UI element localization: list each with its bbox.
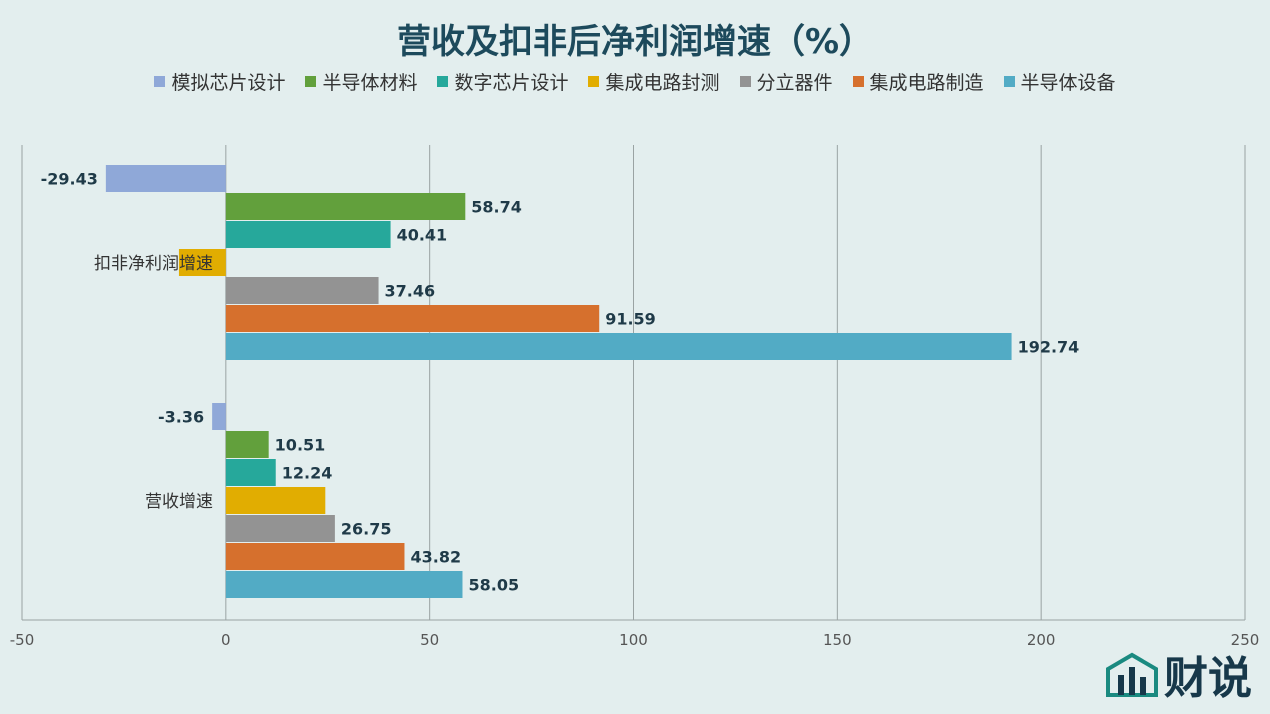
logo-icon <box>1106 652 1158 697</box>
legend: 模拟芯片设计 半导体材料 数字芯片设计 集成电路封测 分立器件 集成电路制造 半导体设备 <box>0 68 1270 95</box>
legend-swatch <box>852 76 864 87</box>
x-tick-label: 200 <box>1027 631 1056 649</box>
brand-logo: 财说 <box>1106 642 1252 706</box>
category-label: 营收增速 <box>145 492 213 512</box>
legend-label: 集成电路封测 <box>605 72 720 94</box>
legend-swatch <box>437 76 449 87</box>
x-tick-label: -50 <box>10 631 35 649</box>
bar <box>225 459 276 486</box>
bar <box>225 193 466 220</box>
data-label: 43.82 <box>410 548 461 567</box>
data-label: -29.43 <box>41 170 98 189</box>
legend-item: 半导体材料 <box>305 68 417 95</box>
data-label: 58.74 <box>471 198 522 217</box>
data-label: 12.24 <box>282 464 333 483</box>
bar <box>105 165 226 192</box>
brand-name: 财说 <box>1164 653 1252 704</box>
data-label: 37.46 <box>385 282 436 301</box>
legend-item: 集成电路制造 <box>852 68 984 95</box>
data-label: 26.75 <box>341 520 392 539</box>
x-tick-label: 250 <box>1231 631 1260 649</box>
legend-swatch <box>1003 76 1015 87</box>
legend-swatch <box>305 76 317 87</box>
data-label: 40.41 <box>397 226 448 245</box>
bar <box>225 431 269 458</box>
legend-label: 集成电路制造 <box>869 72 984 94</box>
legend-swatch <box>154 76 166 87</box>
data-label: 192.74 <box>1018 338 1080 357</box>
legend-item: 模拟芯片设计 <box>154 68 285 95</box>
category-label: 扣非净利润增速 <box>94 254 213 274</box>
bar <box>225 277 379 304</box>
bar <box>225 543 405 570</box>
bar <box>225 487 326 514</box>
legend-label: 半导体设备 <box>1020 72 1116 94</box>
data-label: -3.36 <box>158 408 204 427</box>
legend-item: 半导体设备 <box>1003 68 1116 95</box>
legend-swatch <box>588 76 600 87</box>
bar <box>225 221 391 248</box>
bar <box>212 403 226 430</box>
x-tick-label: 50 <box>420 631 439 649</box>
legend-item: 集成电路封测 <box>588 68 720 95</box>
bar <box>225 515 335 542</box>
legend-label: 分立器件 <box>756 72 833 94</box>
legend-label: 数字芯片设计 <box>454 72 569 94</box>
legend-label: 半导体材料 <box>322 72 418 94</box>
x-tick-label: 0 <box>221 631 231 649</box>
legend-item: 数字芯片设计 <box>437 68 568 95</box>
bar <box>225 571 463 598</box>
legend-label: 模拟芯片设计 <box>171 72 286 94</box>
data-label: 10.51 <box>275 436 326 455</box>
legend-item: 分立器件 <box>739 68 833 95</box>
x-tick-label: 150 <box>823 631 852 649</box>
bar <box>225 333 1012 360</box>
data-label: 58.05 <box>468 576 519 595</box>
bar <box>178 249 226 276</box>
x-tick-label: 100 <box>619 631 648 649</box>
data-label: 91.59 <box>605 310 656 329</box>
chart-title: 营收及扣非后净利润增速（%） <box>396 22 874 62</box>
legend-swatch <box>739 76 751 87</box>
bar <box>225 305 600 332</box>
